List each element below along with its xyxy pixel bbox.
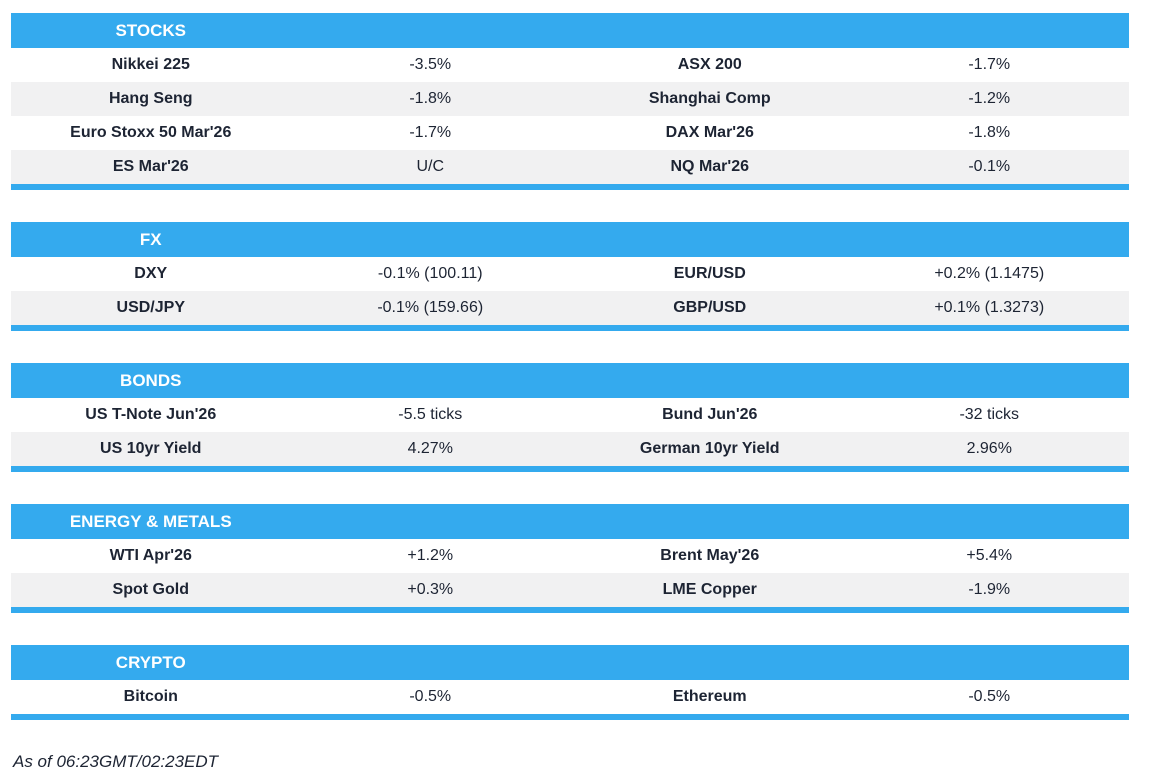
as-of-timestamp: As of 06:23GMT/02:23EDT [13,752,219,771]
instrument-name: Shanghai Comp [648,90,771,107]
table-row: DXY -0.1% (100.11) EUR/USD +0.2% (1.1475… [11,257,1129,291]
instrument-change: -0.1% [968,158,1011,175]
instrument-change: U/C [416,158,445,175]
instrument-change: -0.5% [968,688,1011,705]
instrument-name: Bitcoin [123,688,178,705]
instrument-name: ES Mar'26 [112,158,189,175]
instrument-name: LME Copper [662,581,757,598]
section-title: BONDS [120,370,182,390]
market-section-energy-metals: ENERGY & METALS WTI Apr'26 +1.2% Brent M… [11,504,1129,613]
instrument-name: NQ Mar'26 [670,158,750,175]
section-title: STOCKS [115,20,187,40]
instrument-name: WTI Apr'26 [109,547,192,564]
instrument-name: Ethereum [672,688,747,705]
section-header: CRYPTO [11,645,1129,680]
instrument-change: -1.7% [409,124,452,141]
instrument-change: 2.96% [966,440,1012,457]
table-row: Hang Seng -1.8% Shanghai Comp -1.2% [11,82,1129,116]
market-tables: STOCKS Nikkei 225 -3.5% ASX 200 -1.7% Ha… [11,0,1129,720]
section-title: CRYPTO [115,652,186,672]
instrument-name: ASX 200 [677,56,742,73]
section-title: ENERGY & METALS [69,511,232,531]
table-row: Bitcoin -0.5% Ethereum -0.5% [11,680,1129,714]
instrument-change: +5.4% [966,547,1013,564]
instrument-change: -1.7% [968,56,1011,73]
instrument-change: 4.27% [407,440,453,457]
section-underline-bar [11,607,1129,613]
market-section-stocks: STOCKS Nikkei 225 -3.5% ASX 200 -1.7% Ha… [11,13,1129,190]
section-title: FX [139,229,162,249]
instrument-change: -3.5% [409,56,452,73]
table-row: US T-Note Jun'26 -5.5 ticks Bund Jun'26 … [11,398,1129,432]
instrument-name: German 10yr Yield [639,440,780,457]
instrument-change: +1.2% [407,547,454,564]
instrument-change: -1.9% [968,581,1011,598]
table-row: ES Mar'26 U/C NQ Mar'26 -0.1% [11,150,1129,184]
instrument-change: -0.5% [409,688,452,705]
market-section-bonds: BONDS US T-Note Jun'26 -5.5 ticks Bund J… [11,363,1129,472]
market-section-fx: FX DXY -0.1% (100.11) EUR/USD +0.2% (1.1… [11,222,1129,331]
instrument-change: +0.2% (1.1475) [934,265,1045,282]
instrument-change: -1.2% [968,90,1011,107]
section-header: FX [11,222,1129,257]
section-underline-bar [11,325,1129,331]
section-rows: US T-Note Jun'26 -5.5 ticks Bund Jun'26 … [11,398,1129,466]
market-section-crypto: CRYPTO Bitcoin -0.5% Ethereum -0.5% [11,645,1129,720]
section-header: ENERGY & METALS [11,504,1129,539]
table-row: US 10yr Yield 4.27% German 10yr Yield 2.… [11,432,1129,466]
instrument-name: EUR/USD [673,265,746,282]
instrument-change: -1.8% [968,124,1011,141]
section-rows: Nikkei 225 -3.5% ASX 200 -1.7% Hang Seng… [11,48,1129,184]
section-underline-bar [11,184,1129,190]
instrument-name: USD/JPY [116,299,185,316]
section-header: STOCKS [11,13,1129,48]
section-rows: WTI Apr'26 +1.2% Brent May'26 +5.4% Spot… [11,539,1129,607]
section-rows: DXY -0.1% (100.11) EUR/USD +0.2% (1.1475… [11,257,1129,325]
instrument-name: DAX Mar'26 [665,124,754,141]
instrument-name: Nikkei 225 [111,56,190,73]
instrument-name: GBP/USD [673,299,747,316]
instrument-change: -0.1% (100.11) [377,265,483,282]
section-rows: Bitcoin -0.5% Ethereum -0.5% [11,680,1129,714]
instrument-name: Brent May'26 [660,547,760,564]
instrument-name: Spot Gold [112,581,189,598]
instrument-name: US 10yr Yield [100,440,202,457]
instrument-change: -1.8% [409,90,452,107]
instrument-change: -5.5 ticks [398,406,463,423]
instrument-change: -0.1% (159.66) [377,299,484,316]
instrument-change: +0.1% (1.3273) [934,299,1045,316]
section-underline-bar [11,466,1129,472]
instrument-name: Bund Jun'26 [662,406,758,423]
instrument-name: Hang Seng [108,90,193,107]
table-row: Nikkei 225 -3.5% ASX 200 -1.7% [11,48,1129,82]
table-row: Euro Stoxx 50 Mar'26 -1.7% DAX Mar'26 -1… [11,116,1129,150]
instrument-name: DXY [134,265,168,282]
instrument-name: Euro Stoxx 50 Mar'26 [70,124,232,141]
table-row: USD/JPY -0.1% (159.66) GBP/USD +0.1% (1.… [11,291,1129,325]
table-row: Spot Gold +0.3% LME Copper -1.9% [11,573,1129,607]
instrument-change: +0.3% [407,581,454,598]
instrument-name: US T-Note Jun'26 [85,406,217,423]
instrument-change: -32 ticks [959,406,1020,423]
section-header: BONDS [11,363,1129,398]
section-underline-bar [11,714,1129,720]
table-row: WTI Apr'26 +1.2% Brent May'26 +5.4% [11,539,1129,573]
